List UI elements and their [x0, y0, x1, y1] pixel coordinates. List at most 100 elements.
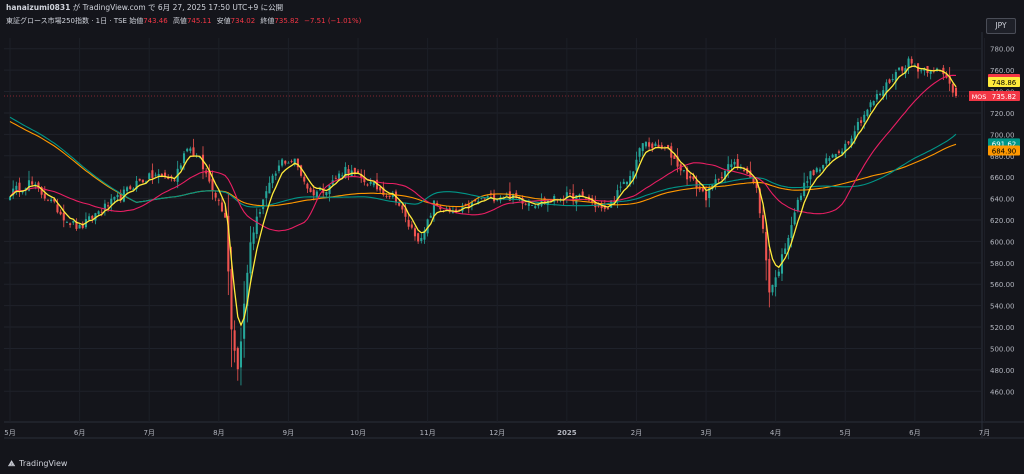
candle-3: [18, 177, 21, 197]
time-tick-label-10: 3月: [700, 429, 711, 437]
chart-grid: [4, 32, 1024, 439]
candle-250: [799, 192, 803, 202]
candle-54: [179, 163, 182, 171]
candle-71: [233, 320, 236, 363]
candle-109: [353, 167, 356, 178]
candle-199: [638, 147, 641, 163]
candle-96: [312, 185, 315, 201]
candle-88: [287, 161, 290, 164]
price-tick-label-3: 720.00: [990, 110, 1015, 118]
candle-279: [891, 73, 894, 83]
currency-button[interactable]: JPY: [986, 18, 1016, 34]
candle-285: [910, 56, 913, 68]
candle-40: [135, 175, 138, 192]
candle-2: [15, 181, 18, 195]
close-label: 終値: [260, 17, 275, 25]
publish-info: が TradingView.com で 6月 27, 2025 17:50 UT…: [70, 3, 284, 12]
candle-274: [875, 89, 878, 103]
candle-243: [777, 268, 780, 278]
candle-249: [796, 197, 799, 213]
time-tick-label-6: 11月: [420, 429, 436, 437]
candle-215: [689, 172, 692, 182]
candle-241: [771, 284, 774, 296]
time-tick-label-7: 12月: [489, 429, 505, 437]
candle-258: [825, 153, 828, 166]
candle-130: [420, 233, 423, 244]
candle-61: [201, 146, 205, 180]
time-tick-label-14: 7月: [979, 429, 990, 437]
candle-73: [239, 327, 243, 386]
candle-271: [866, 108, 869, 118]
candle-268: [856, 118, 859, 134]
tradingview-logo-icon: ⟁: [8, 459, 16, 468]
candle-124: [401, 203, 404, 214]
candle-17: [62, 204, 65, 228]
candle-46: [154, 172, 157, 177]
price-tick-label-13: 520.00: [990, 324, 1015, 332]
brand-label: TradingView: [19, 459, 68, 468]
candle-133: [429, 212, 432, 218]
ma-line-pink: [9, 74, 957, 232]
candle-6: [27, 170, 31, 192]
price-tick-label-4: 700.00: [990, 131, 1015, 139]
candle-81: [265, 185, 268, 207]
candle-278: [888, 78, 891, 84]
candle-70: [230, 246, 233, 368]
candle-115: [372, 181, 375, 188]
candle-26: [91, 214, 94, 223]
candle-7: [31, 176, 34, 187]
price-tag-value: 748.86: [992, 79, 1017, 87]
candle-114: [369, 177, 372, 186]
price-tick-label-7: 640.00: [990, 196, 1015, 204]
candle-185: [594, 195, 597, 213]
candle-11: [43, 186, 46, 201]
candle-89: [290, 159, 293, 164]
candle-240: [768, 248, 771, 308]
candle-32: [110, 194, 113, 212]
candle-176: [565, 186, 568, 204]
candles: [8, 56, 958, 386]
close-value: 735.82: [274, 17, 299, 25]
candle-275: [879, 92, 882, 96]
time-tick-label-13: 6月: [909, 429, 920, 437]
candle-253: [809, 170, 812, 186]
candle-66: [217, 198, 220, 206]
time-tick-label-0: 5月: [4, 429, 15, 437]
candle-287: [916, 63, 920, 79]
candle-100: [325, 191, 328, 197]
candle-205: [657, 139, 660, 148]
candle-108: [350, 164, 353, 178]
candle-49: [163, 169, 167, 179]
candle-86: [281, 158, 284, 168]
candle-45: [151, 163, 154, 184]
candle-79: [258, 208, 261, 218]
candle-269: [860, 116, 863, 127]
candle-92: [300, 164, 303, 178]
candle-106: [344, 162, 347, 179]
candle-87: [284, 160, 287, 166]
candle-260: [831, 153, 834, 158]
candle-165: [531, 204, 534, 206]
candle-226: [723, 170, 727, 184]
candle-145: [467, 200, 470, 214]
candle-111: [360, 169, 363, 183]
price-tick-label-15: 480.00: [990, 367, 1015, 375]
price-tick-label-11: 560.00: [990, 281, 1015, 289]
candle-78: [255, 208, 258, 239]
candle-149: [480, 197, 483, 200]
candle-251: [803, 172, 806, 198]
price-tick-label-6: 660.00: [990, 174, 1015, 182]
candle-113: [366, 183, 369, 187]
price-tick-label-1: 760.00: [990, 67, 1015, 75]
time-tick-label-3: 8月: [213, 429, 224, 437]
candle-117: [379, 185, 382, 194]
candle-192: [616, 184, 619, 209]
candle-19: [69, 222, 72, 228]
candle-153: [493, 189, 496, 204]
candle-277: [885, 79, 888, 100]
candle-197: [632, 171, 635, 185]
candle-69: [227, 192, 230, 296]
price-tag-prefix: MOS: [972, 93, 987, 101]
